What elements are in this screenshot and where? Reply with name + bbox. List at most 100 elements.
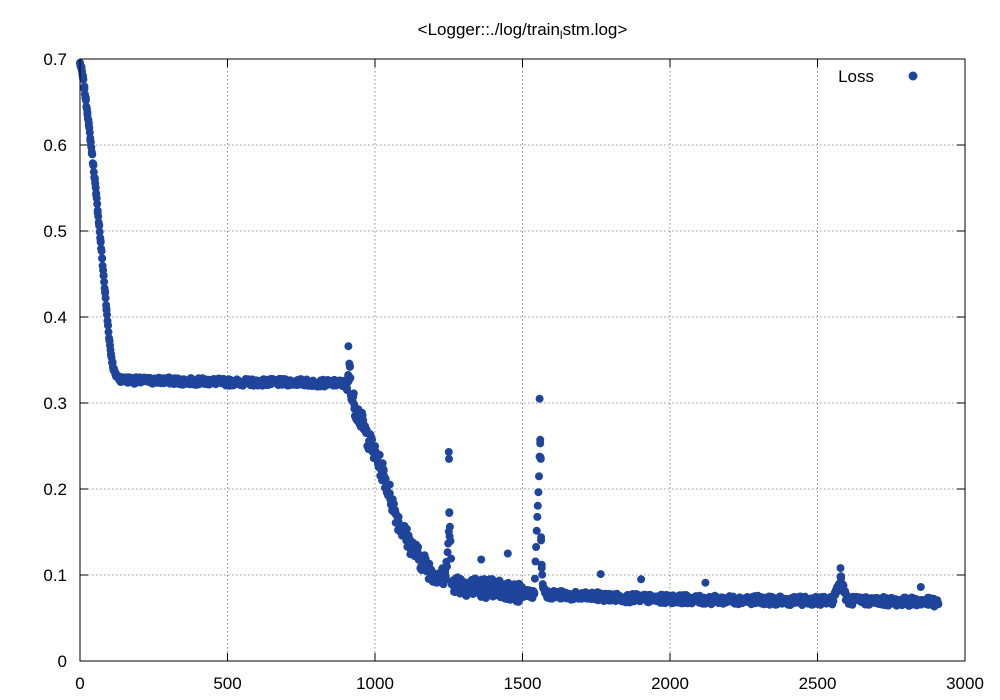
data-point	[368, 443, 377, 452]
data-point	[489, 584, 497, 593]
data-point	[769, 596, 778, 605]
data-point	[577, 592, 586, 601]
data-point	[93, 199, 102, 208]
chart-title-subscript: l	[560, 28, 563, 42]
data-point	[95, 221, 104, 230]
data-point	[784, 596, 792, 605]
data-point	[503, 549, 512, 558]
data-point	[79, 73, 87, 82]
data-point	[916, 583, 925, 591]
data-point	[710, 595, 719, 604]
data-point	[701, 578, 710, 587]
data-point	[592, 592, 601, 601]
data-point	[98, 254, 107, 263]
data-point	[80, 85, 89, 94]
data-point	[345, 362, 354, 371]
data-point	[532, 526, 541, 535]
data-point	[86, 134, 95, 143]
data-point	[548, 590, 556, 599]
data-point	[445, 508, 454, 517]
data-point	[77, 65, 86, 74]
data-point	[371, 450, 379, 459]
data-point	[887, 597, 896, 606]
data-point	[934, 600, 943, 609]
data-point	[347, 390, 356, 399]
y-tick-label: 0	[58, 652, 67, 671]
data-point	[836, 564, 845, 573]
data-point	[532, 543, 541, 551]
data-point	[253, 378, 261, 387]
data-point	[621, 594, 630, 603]
data-point	[518, 589, 527, 598]
data-point	[140, 376, 149, 385]
data-point	[798, 596, 807, 605]
data-point	[92, 190, 101, 199]
y-tick-label: 0.6	[43, 136, 67, 155]
axis-ticks	[79, 58, 966, 662]
data-point	[872, 596, 881, 605]
data-point	[376, 463, 385, 472]
data-point	[530, 574, 539, 583]
data-point	[341, 380, 350, 389]
data-point	[94, 212, 103, 221]
data-point	[531, 557, 540, 566]
data-point	[282, 378, 291, 387]
data-point	[459, 581, 468, 590]
data-point	[537, 533, 546, 542]
y-tick-label: 0.1	[43, 566, 67, 585]
data-point	[494, 585, 503, 594]
legend-marker-loss	[908, 71, 918, 81]
data-point	[83, 108, 92, 117]
data-point	[739, 595, 748, 604]
data-point	[95, 227, 104, 236]
data-point	[754, 595, 763, 604]
data-point	[922, 597, 931, 606]
data-point	[120, 375, 129, 384]
data-point	[223, 378, 232, 387]
x-tick-label: 500	[213, 674, 241, 693]
data-point	[179, 377, 188, 386]
data-point	[96, 238, 105, 247]
data-point	[108, 359, 117, 368]
data-point	[843, 596, 851, 605]
data-point	[828, 596, 837, 605]
chart-title-prefix: <Logger::./log/train	[418, 20, 560, 39]
data-point	[506, 587, 515, 596]
data-point	[445, 532, 454, 541]
y-tick-label: 0.5	[43, 222, 67, 241]
data-point	[524, 589, 533, 598]
data-point	[535, 472, 543, 481]
grid-lines	[80, 59, 965, 661]
data-point	[471, 583, 480, 591]
data-point	[312, 379, 320, 388]
data-point	[483, 583, 492, 592]
data-point	[530, 589, 539, 598]
data-point	[267, 378, 276, 387]
data-point	[365, 436, 374, 445]
data-point	[100, 277, 109, 286]
data-point	[104, 321, 112, 330]
x-tick-label: 2000	[651, 674, 689, 693]
data-point	[636, 594, 645, 603]
data-point	[164, 376, 173, 385]
data-point	[533, 512, 542, 521]
axis-tick-labels: 0 500 1000 1500 2000 2500 3000 0 0.1 0.2 0.3 0.4 0.5…	[43, 50, 984, 693]
data-point	[607, 593, 615, 602]
data-point	[385, 489, 394, 498]
data-point	[350, 400, 359, 409]
data-point	[813, 596, 822, 605]
data-point	[335, 379, 344, 388]
data-point	[356, 414, 365, 423]
data-point	[443, 548, 452, 557]
data-point	[208, 377, 217, 386]
y-tick-label: 0.3	[43, 394, 67, 413]
data-point	[902, 597, 910, 606]
x-tick-label: 0	[75, 674, 84, 693]
data-point	[394, 517, 403, 526]
legend: Loss	[838, 67, 918, 86]
data-point	[465, 582, 474, 591]
data-point	[81, 96, 90, 105]
data-point	[534, 488, 543, 497]
chart-title: <Logger::./log/trainlstm.log>	[418, 20, 628, 42]
data-point	[637, 575, 646, 584]
